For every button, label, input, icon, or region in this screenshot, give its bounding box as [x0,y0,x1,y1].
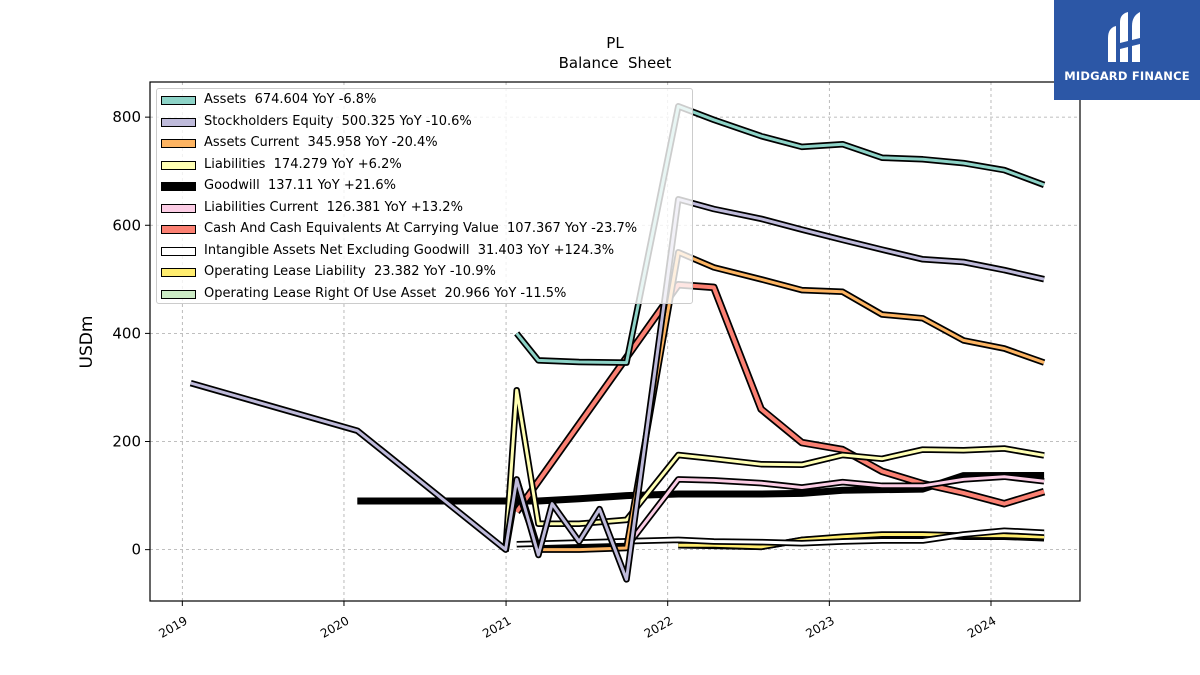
legend-item: Stockholders Equity 500.325 YoY -10.6% [157,113,692,133]
y-tick-label: 200 [112,433,141,451]
plot-frame [149,81,1081,602]
legend-swatch [161,96,196,105]
legend-label: Liabilities Current 126.381 YoY +13.2% [204,199,463,215]
series-line-stroke [516,529,1045,546]
legend-swatch [161,182,196,191]
legend-label: Goodwill 137.11 YoY +21.6% [204,178,397,193]
series-lines [189,103,1046,583]
legend-item: Liabilities 174.279 YoY +6.2% [157,156,692,176]
series-line-stroke [515,282,1045,513]
series-line-stroke [515,250,1045,552]
y-tick-label: 400 [112,324,141,342]
legend-item: Cash And Cash Equivalents At Carrying Va… [157,221,692,240]
legend-swatch [161,246,196,256]
legend-label: Assets Current 345.958 YoY -20.4% [204,135,438,150]
legend-label: Intangible Assets Net Excluding Goodwill… [204,242,615,258]
legend-label: Stockholders Equity 500.325 YoY -10.6% [204,113,472,129]
legend-swatch [161,268,196,277]
legend-item: Operating Lease Liability 23.382 YoY -10… [157,264,692,283]
legend-item: Liabilities Current 126.381 YoY +13.2% [157,199,692,219]
series-line [516,527,1045,548]
series-line [502,386,1045,550]
legend-item: Goodwill 137.11 YoY +21.6% [157,178,692,197]
x-tick-label: 2020 [318,613,351,640]
series-line-stroke [515,104,1045,365]
company-logo: MIDGARD FINANCE [1054,0,1200,100]
legend-swatch [161,160,196,170]
legend-label: Operating Lease Right Of Use Asset 20.96… [204,285,567,301]
legend-label: Assets 674.604 YoY -6.8% [204,92,377,107]
legend-label: Operating Lease Liability 23.382 YoY -10… [204,264,496,279]
logo-mark-icon [1108,12,1140,62]
x-tick-label: 2023 [803,613,836,640]
legend-swatch [161,139,196,148]
series-line [514,103,1046,366]
x-tick-label: 2021 [480,613,513,640]
legend-label: Cash And Cash Equivalents At Carrying Va… [204,221,638,236]
legend-swatch [161,289,196,299]
x-tick-label: 2024 [965,613,998,640]
legend-label: Liabilities 174.279 YoY +6.2% [204,156,402,172]
legend-swatch [161,203,196,213]
y-tick-label: 600 [112,216,141,234]
logo-text: MIDGARD FINANCE [1064,69,1190,83]
legend-item: Assets Current 345.958 YoY -20.4% [157,135,692,154]
y-tick-label: 0 [131,541,141,559]
legend: Assets 674.604 YoY -6.8% Stockholders Equ… [156,88,693,304]
series-line [513,280,1046,514]
x-tick-label: 2019 [156,613,189,640]
chart-subtitle: Balance Sheet [559,54,672,72]
legend-item: Intangible Assets Net Excluding Goodwill… [157,242,692,262]
series-line-stroke [504,388,1045,550]
y-axis-label: USDm [77,316,97,369]
legend-swatch [161,117,196,127]
legend-item: Operating Lease Right Of Use Asset 20.96… [157,285,692,305]
legend-swatch [161,225,196,234]
y-tick-label: 800 [112,108,141,126]
series-line [513,249,1046,553]
x-tick-label: 2022 [642,613,675,640]
chart-title: PL [606,34,624,52]
legend-item: Assets 674.604 YoY -6.8% [157,92,692,111]
